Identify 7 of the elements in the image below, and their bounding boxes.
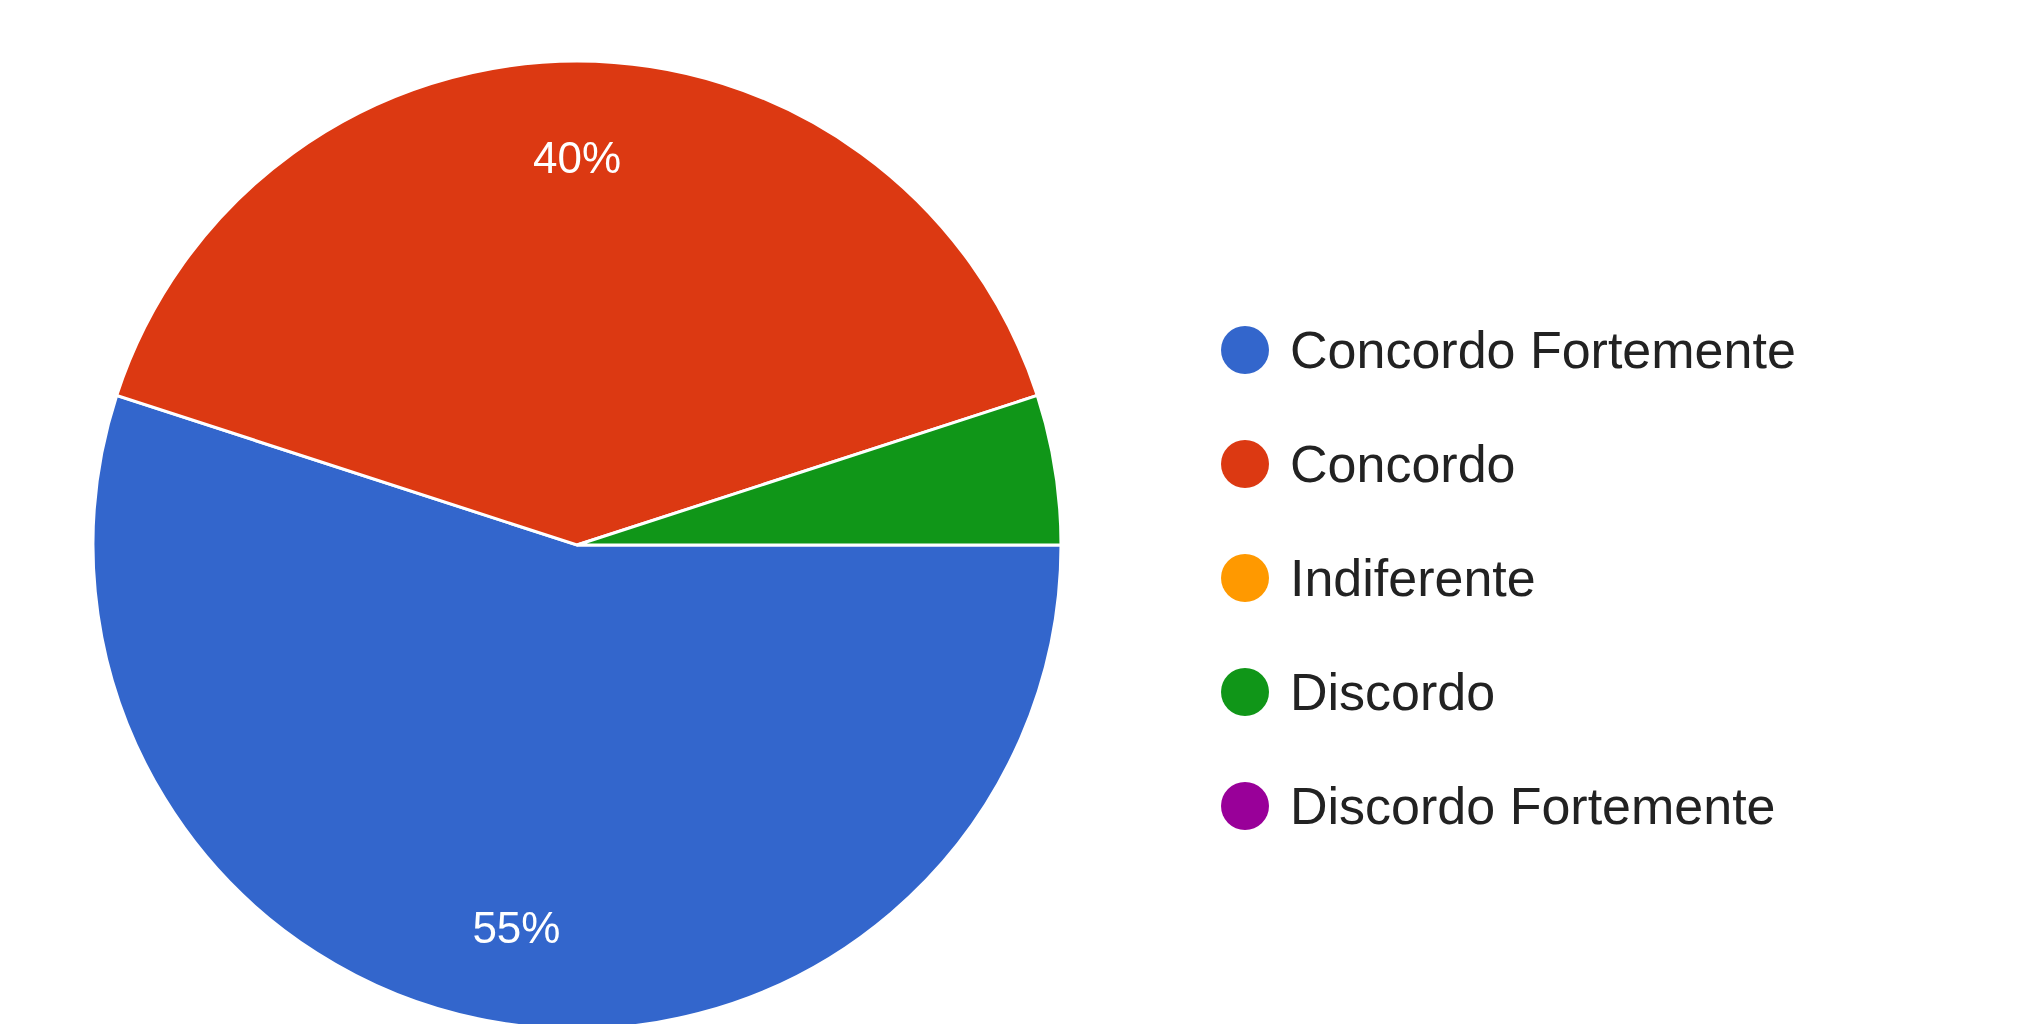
legend-label: Discordo Fortemente bbox=[1290, 777, 1776, 835]
legend-label: Discordo bbox=[1290, 663, 1496, 721]
data-label: 40% bbox=[532, 133, 622, 183]
data-label: 55% bbox=[472, 902, 561, 952]
legend-label: Indiferente bbox=[1290, 549, 1536, 607]
legend-label: Concordo bbox=[1290, 435, 1516, 493]
legend-label: Concordo Fortemente bbox=[1290, 321, 1796, 379]
